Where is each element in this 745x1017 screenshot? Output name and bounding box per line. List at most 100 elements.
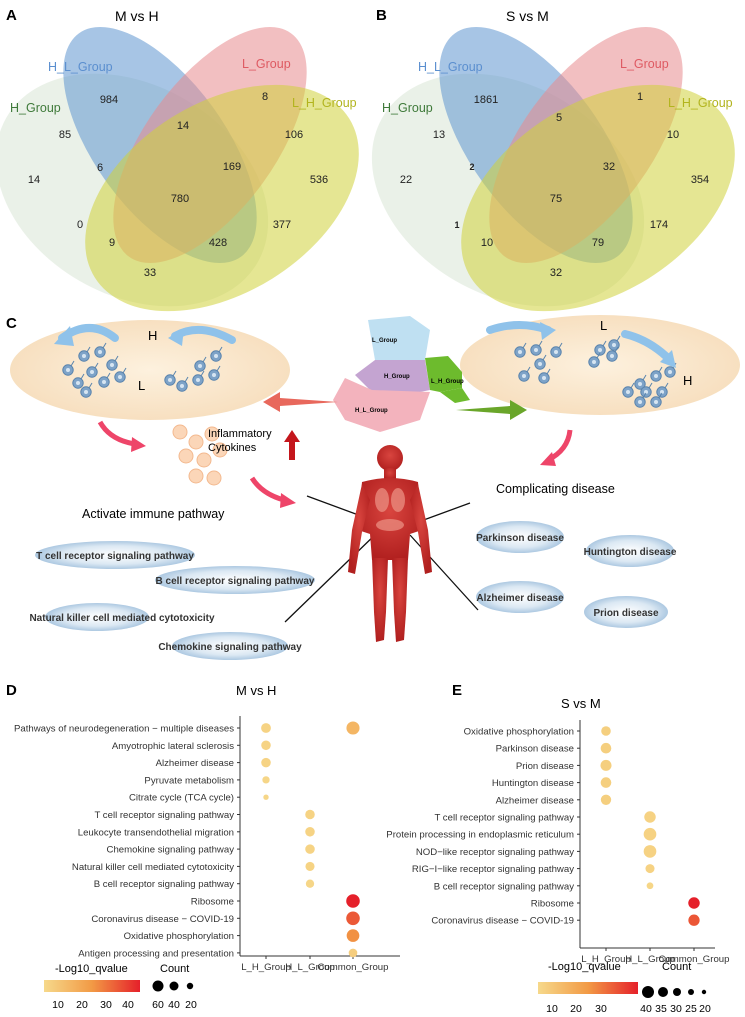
- term-label: Ribosome: [191, 897, 234, 908]
- panel-c-letter: C: [6, 315, 17, 332]
- panel-d-title: M vs H: [236, 683, 276, 698]
- cytokines-label: Cytokines: [208, 442, 257, 454]
- enrichment-dot: [600, 742, 612, 754]
- left-cell-oval: [10, 320, 290, 420]
- venn-a-count: 33: [144, 267, 156, 279]
- immune-cell-icon: [176, 376, 189, 392]
- venn-a-set-label: H_L_Group: [48, 60, 113, 74]
- enrichment-dot: [600, 759, 612, 771]
- immune-cell-icon: [192, 370, 205, 386]
- group-label: H_L_Group: [285, 962, 335, 973]
- group-label: L_H_Group: [241, 962, 291, 973]
- panel-d-letter: D: [6, 682, 17, 699]
- venn-b-count: 13: [433, 129, 445, 141]
- e-count-legend-dot: [642, 986, 654, 998]
- right-blue-arrow-head: [660, 350, 676, 368]
- immune-cell-icon: [208, 365, 221, 381]
- map-label: L_H_Group: [431, 379, 464, 385]
- right-cell-cluster: [514, 335, 677, 408]
- panel-b-letter: B: [376, 7, 387, 24]
- d-count-tick: 40: [168, 999, 180, 1011]
- immune-cell-icon: [538, 368, 551, 384]
- pink-curved-arrow-head: [280, 493, 296, 508]
- e-count-tick: 30: [670, 1003, 682, 1015]
- venn-b-count: 22: [400, 174, 412, 186]
- panel-e-letter: E: [452, 682, 462, 699]
- venn-a-set-label: L_H_Group: [292, 96, 357, 110]
- term-label: Antigen processing and presentation: [78, 948, 234, 959]
- enrichment-dot: [346, 929, 360, 942]
- d-count-legend-dot: [186, 982, 194, 990]
- venn-a-set-label: L_Group: [242, 57, 291, 71]
- venn-a-l-h-group: [85, 84, 359, 312]
- panel-e-title: S vs M: [561, 696, 601, 711]
- term-label: Alzheimer disease: [156, 758, 234, 769]
- term-label: RIG−I−like receptor signaling pathway: [412, 864, 574, 875]
- up-arrow: [284, 430, 300, 460]
- venn-b-count: 1: [637, 91, 643, 103]
- right-cell-oval: [460, 315, 740, 415]
- immune-cell-icon: [164, 370, 177, 386]
- term-label: Amyotrophic lateral sclerosis: [112, 741, 234, 752]
- enrichment-dot: [348, 948, 358, 958]
- pink-curved-arrow: [97, 420, 136, 447]
- disease-label: Alzheimer disease: [476, 593, 564, 604]
- immune-pathway-label: B cell receptor signaling pathway: [156, 576, 315, 587]
- immune-cell-icon: [62, 360, 75, 376]
- e-count-tick: 25: [685, 1003, 697, 1015]
- term-label: Natural killer cell mediated cytotoxicit…: [72, 862, 234, 873]
- venn-b-set-label: L_H_Group: [668, 96, 733, 110]
- panel-e-dotplot: Oxidative phosphorylation Parkinson disea…: [386, 720, 729, 965]
- venn-b-count: 10: [481, 237, 493, 249]
- left-pointing-arrow: [263, 392, 338, 412]
- enrichment-dot: [346, 894, 360, 908]
- map-l-group-region: [368, 316, 430, 360]
- panel-e: E S vs M Oxidative phosphorylation Parkin…: [386, 682, 729, 1015]
- enrichment-dot: [261, 757, 271, 768]
- organs-overlay: [375, 488, 405, 531]
- enrichment-dot: [643, 845, 657, 858]
- center-group-map: L_Group H_Group L_H_Group H_L_Group: [333, 316, 470, 432]
- term-label: Leukocyte transendothelial migration: [78, 827, 234, 838]
- term-label: Protein processing in endoplasmic reticu…: [386, 830, 574, 841]
- immune-cell-icon: [80, 382, 93, 398]
- term-label: Pathways of neurodegeneration − multiple…: [14, 724, 234, 735]
- e-count-legend-dot: [673, 988, 681, 996]
- venn-b-count: 5: [556, 112, 562, 124]
- enrichment-dot: [305, 827, 315, 837]
- term-label: Coronavirus disease − COVID-19: [431, 916, 574, 927]
- venn-b-set-label: H_L_Group: [418, 60, 483, 74]
- venn-b-count: 2: [469, 162, 474, 172]
- term-label: T cell receptor signaling pathway: [434, 813, 574, 824]
- venn-a-count: 169: [223, 161, 241, 173]
- immune-cell-icon: [530, 340, 543, 356]
- human-body-illustration: [348, 445, 432, 642]
- venn-a-count: 85: [59, 129, 71, 141]
- d-q-tick: 30: [100, 999, 112, 1011]
- e-q-colorbar: [538, 982, 638, 994]
- enrichment-dot: [643, 827, 657, 841]
- disease-label: Parkinson disease: [476, 533, 564, 544]
- right-oval-label: L: [600, 318, 607, 333]
- term-label: Oxidative phosphorylation: [124, 931, 234, 942]
- e-count-tick: 20: [699, 1003, 711, 1015]
- venn-a-count: 0: [77, 219, 83, 231]
- immune-pathway-label: T cell receptor signaling pathway: [36, 551, 194, 562]
- venn-b-count: 32: [603, 161, 615, 173]
- pink-curved-arrow: [249, 476, 285, 503]
- d-count-legend-title: Count: [160, 963, 189, 975]
- immune-cell-icon: [106, 355, 119, 371]
- immune-cell-icon: [72, 373, 85, 389]
- immune-cell-icon: [650, 392, 663, 408]
- venn-b-set-label: L_Group: [620, 57, 669, 71]
- d-count-legend-dot: [152, 980, 164, 992]
- disease-label: Huntington disease: [584, 547, 677, 558]
- immune-cell-icon: [606, 346, 619, 362]
- immune-cell-icon: [640, 382, 653, 398]
- enrichment-dot: [644, 811, 656, 823]
- term-label: Pyruvate metabolism: [144, 775, 234, 786]
- e-count-legend-dot: [701, 989, 707, 995]
- venn-b-count: 32: [550, 267, 562, 279]
- e-count-legend-dot: [688, 989, 694, 995]
